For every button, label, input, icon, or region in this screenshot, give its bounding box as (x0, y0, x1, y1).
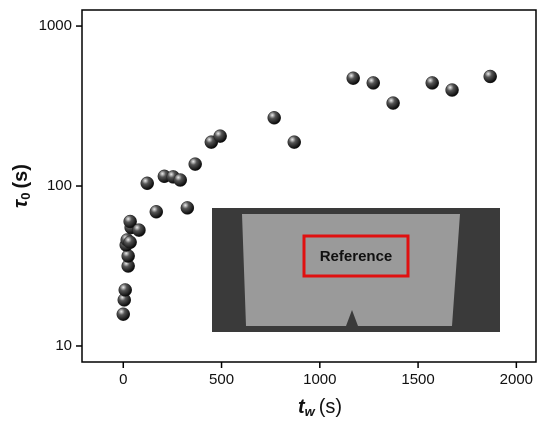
point (425, 76, 439, 90)
point (132, 223, 146, 237)
x-axis-label: tw (s) (298, 396, 342, 419)
point (267, 111, 281, 125)
point (180, 201, 195, 215)
point (445, 83, 459, 97)
x-tick-label: 0 (119, 371, 127, 388)
point (483, 69, 497, 84)
y-tick-label: 10 (55, 337, 72, 354)
y-tick-label: 100 (47, 177, 72, 194)
y-tick-label: 1000 (39, 17, 72, 34)
point (123, 214, 137, 229)
point (188, 157, 202, 171)
point (140, 176, 155, 191)
y-label-unit: (s) (10, 164, 32, 188)
point (121, 249, 135, 263)
point (149, 205, 164, 219)
y-label-symbol: τ (10, 198, 32, 208)
point (366, 76, 381, 90)
point (116, 307, 131, 321)
point (287, 135, 302, 149)
x-label-unit: (s) (319, 396, 342, 418)
point (123, 235, 137, 250)
x-tick-label: 1500 (401, 371, 434, 388)
x-tick-label: 500 (209, 371, 234, 388)
point (213, 129, 227, 143)
x-tick-label: 2000 (500, 371, 533, 388)
point (118, 283, 132, 297)
annotation: Reference (320, 248, 393, 265)
x-label-symbol: t (298, 396, 306, 418)
point (173, 173, 188, 187)
annotation-box (302, 234, 410, 278)
x-label-sub: w (305, 404, 316, 419)
point (386, 96, 400, 110)
inset-photo: Reference (212, 208, 500, 332)
y-axis-label: τ0 (s) (10, 164, 33, 208)
y-label-sub: 0 (18, 193, 33, 200)
x-tick-label: 1000 (303, 371, 336, 388)
point (346, 71, 360, 85)
